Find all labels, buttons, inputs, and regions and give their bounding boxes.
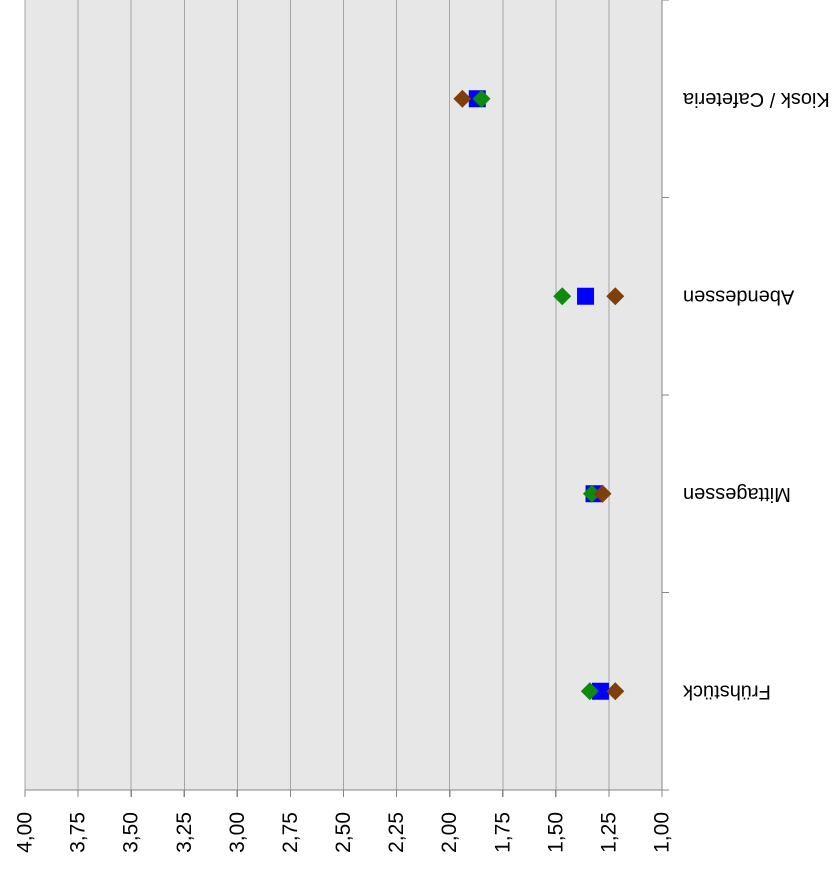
series-2-point	[580, 682, 599, 701]
series-3-point	[593, 484, 612, 503]
gridlines	[24, 0, 663, 790]
value-axis-tick-label: 3,75	[67, 812, 90, 853]
value-axis-tick-label: 1,25	[597, 812, 620, 853]
value-axis-tick-label: 2,25	[385, 812, 408, 853]
series-2-point	[553, 287, 572, 306]
category-axis-labels: Frühstück Mittagessen Abendessen Kiosk / Ca…	[682, 88, 830, 703]
category-label: Abendessen	[683, 285, 794, 307]
category-label: Mittagessen	[683, 483, 791, 505]
value-axis-tick-label: 3,00	[226, 812, 249, 853]
series-2-point	[582, 484, 601, 503]
value-axis-tick-label: 2,00	[438, 812, 461, 853]
category-label: Kiosk / Cafeteria	[682, 88, 830, 110]
category-label: Frühstück	[682, 680, 771, 702]
series-3-point	[606, 287, 625, 306]
series-2-point	[472, 89, 491, 108]
value-axis-tick-label: 4,00	[14, 812, 37, 853]
value-axis-tick-label: 1,75	[491, 812, 514, 853]
series-3-point	[453, 89, 472, 108]
series-1-point	[591, 682, 609, 700]
value-axis-tick-label: 2,50	[332, 812, 355, 853]
series-1-point	[577, 287, 595, 305]
value-axis-tick-label: 2,75	[279, 812, 302, 853]
axes	[24, 0, 669, 797]
value-axis-tick-label: 3,50	[120, 812, 143, 853]
value-axis-tick-label: 3,25	[173, 812, 196, 853]
value-axis-tick-label: 1,50	[544, 812, 567, 853]
value-axis-tick-labels: 1,00 1,25 1,50 1,75 2,00 2,25 2,50 2,75 3,00 3,25…	[14, 812, 674, 853]
value-axis-tick-label: 1,00	[651, 812, 674, 853]
data-markers	[453, 89, 625, 701]
series-3-point	[606, 682, 625, 701]
